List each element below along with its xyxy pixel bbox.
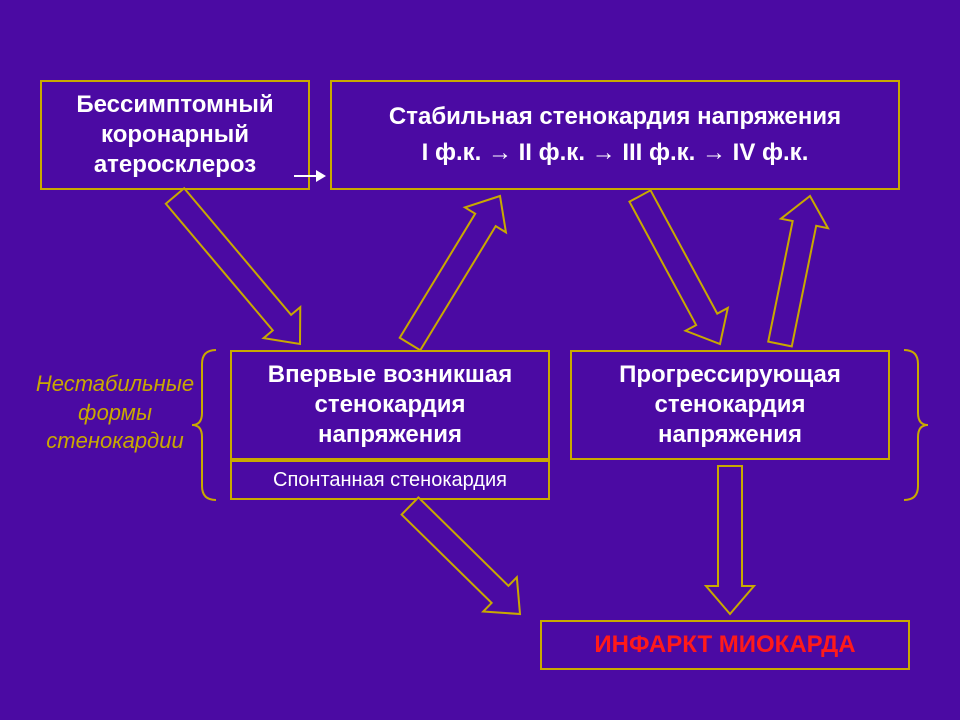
box-spontaneous: Спонтанная стенокардия xyxy=(230,460,550,500)
stable-progression: I ф.к. → II ф.к. → III ф.к. → IV ф.к. xyxy=(422,138,809,168)
box-infarct: ИНФАРКТ МИОКАРДА xyxy=(540,620,910,670)
spont-text: Спонтанная стенокардия xyxy=(273,468,507,493)
box-progressive: Прогрессирующаястенокардиянапряжения xyxy=(570,350,890,460)
stable-title: Стабильная стенокардия напряжения xyxy=(389,102,841,132)
box-stable-angina: Стабильная стенокардия напряжения I ф.к.… xyxy=(330,80,900,190)
infarct-text: ИНФАРКТ МИОКАРДА xyxy=(594,630,855,660)
box-asymptomatic: Бессимптомныйкоронарныйатеросклероз xyxy=(40,80,310,190)
unstable-forms-label: Нестабильныеформыстенокардии xyxy=(10,370,220,456)
box-first-onset: Впервые возникшаястенокардиянапряжения xyxy=(230,350,550,460)
